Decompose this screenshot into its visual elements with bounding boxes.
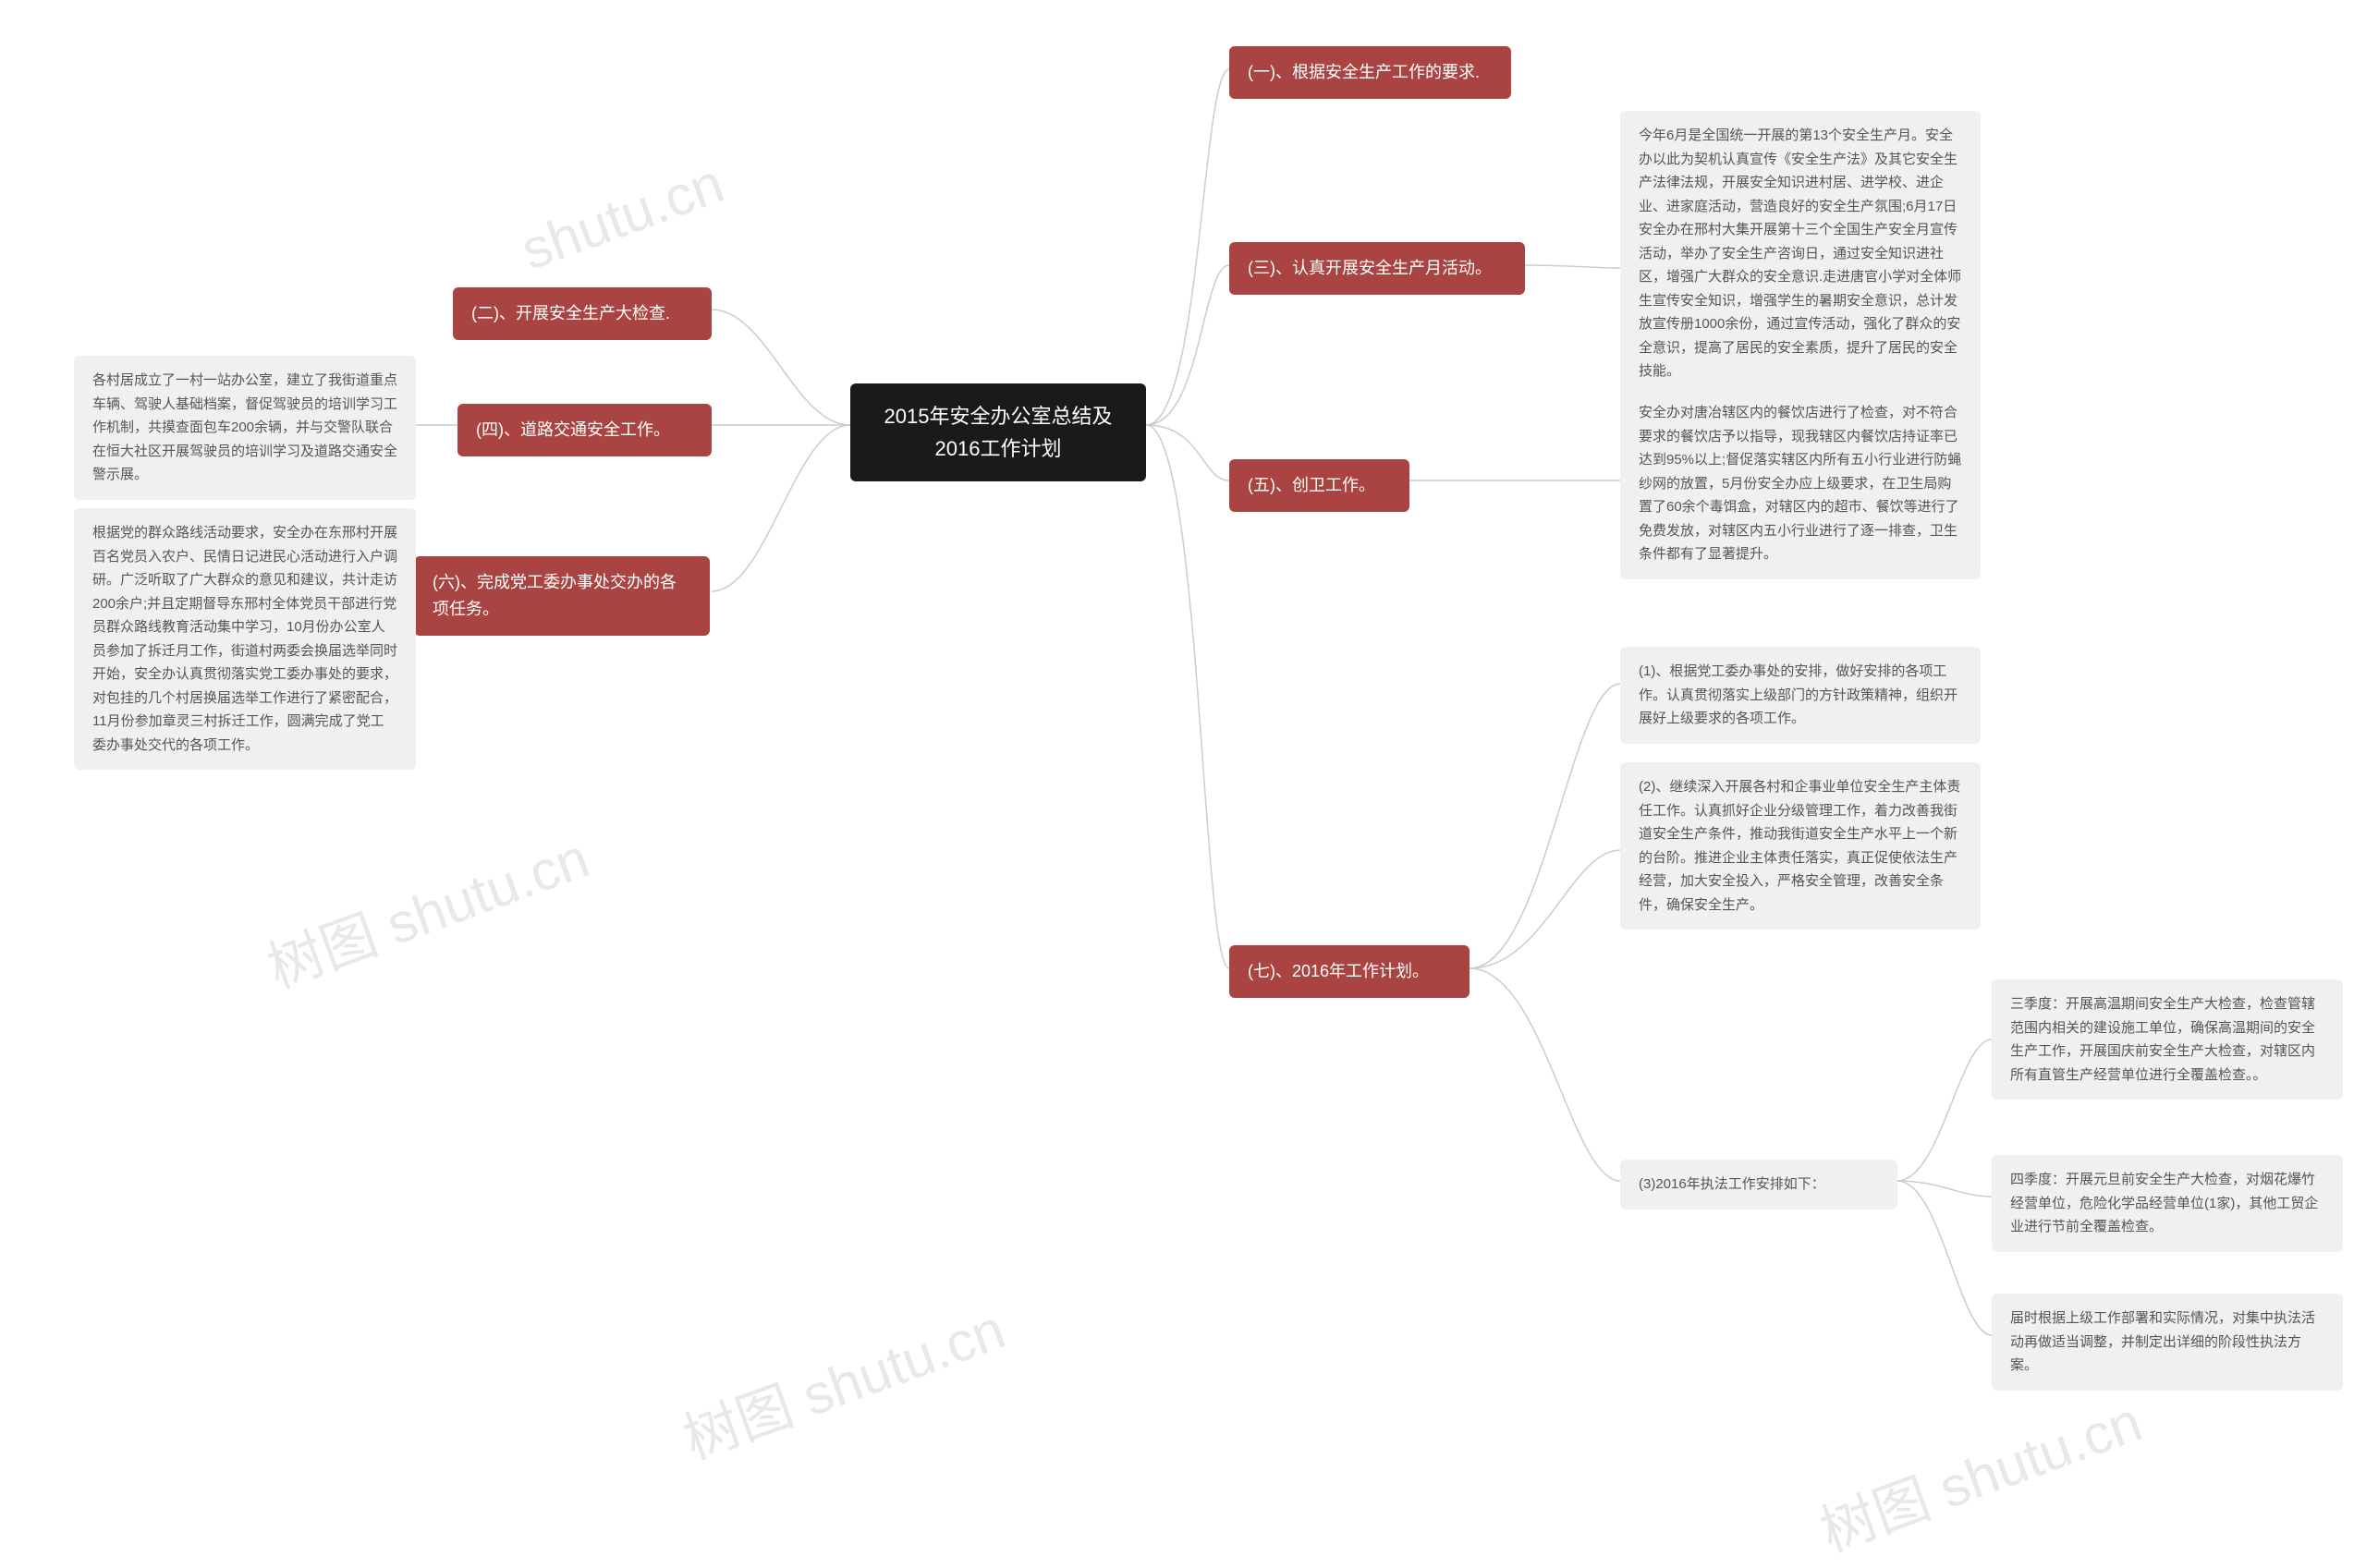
branch-4[interactable]: (四)、道路交通安全工作。 <box>457 404 712 456</box>
branch-6[interactable]: (六)、完成党工委办事处交办的各项任务。 <box>414 556 710 636</box>
leaf-7b[interactable]: (2)、继续深入开展各村和企事业单位安全生产主体责任工作。认真抓好企业分级管理工… <box>1620 762 1981 930</box>
leaf-7c[interactable]: (3)2016年执法工作安排如下： <box>1620 1160 1897 1209</box>
leaf-7c1[interactable]: 三季度：开展高温期间安全生产大检查，检查管辖范围内相关的建设施工单位，确保高温期… <box>1992 979 2343 1100</box>
branch-2[interactable]: (二)、开展安全生产大检查. <box>453 287 712 340</box>
root-line1: 2015年安全办公室总结及 <box>876 400 1120 432</box>
leaf-4[interactable]: 各村居成立了一村一站办公室，建立了我街道重点车辆、驾驶人基础档案，督促驾驶员的培… <box>74 356 416 500</box>
watermark: 树图 shutu.cn <box>1808 1377 2151 1567</box>
watermark: shutu.cn <box>513 151 732 282</box>
watermark: 树图 shutu.cn <box>671 1284 1014 1475</box>
leaf-5[interactable]: 安全办对唐冶辖区内的餐饮店进行了检查，对不符合要求的餐饮店予以指导，现我辖区内餐… <box>1620 388 1981 579</box>
branch-7[interactable]: (七)、2016年工作计划。 <box>1229 945 1470 998</box>
leaf-3[interactable]: 今年6月是全国统一开展的第13个安全生产月。安全办以此为契机认真宣传《安全生产法… <box>1620 111 1981 396</box>
root-line2: 2016工作计划 <box>876 432 1120 465</box>
branch-3[interactable]: (三)、认真开展安全生产月活动。 <box>1229 242 1525 295</box>
leaf-7a[interactable]: (1)、根据党工委办事处的安排，做好安排的各项工作。认真贯彻落实上级部门的方针政… <box>1620 647 1981 744</box>
leaf-7c3[interactable]: 届时根据上级工作部署和实际情况，对集中执法活动再做适当调整，并制定出详细的阶段性… <box>1992 1294 2343 1391</box>
watermark: 树图 shutu.cn <box>255 813 598 1003</box>
leaf-6[interactable]: 根据党的群众路线活动要求，安全办在东邢村开展百名党员入农户、民情日记进民心活动进… <box>74 508 416 770</box>
mindmap-root[interactable]: 2015年安全办公室总结及 2016工作计划 <box>850 383 1146 481</box>
branch-5[interactable]: (五)、创卫工作。 <box>1229 459 1409 512</box>
branch-1[interactable]: (一)、根据安全生产工作的要求. <box>1229 46 1511 99</box>
leaf-7c2[interactable]: 四季度：开展元旦前安全生产大检查，对烟花爆竹经营单位，危险化学品经营单位(1家)… <box>1992 1155 2343 1252</box>
